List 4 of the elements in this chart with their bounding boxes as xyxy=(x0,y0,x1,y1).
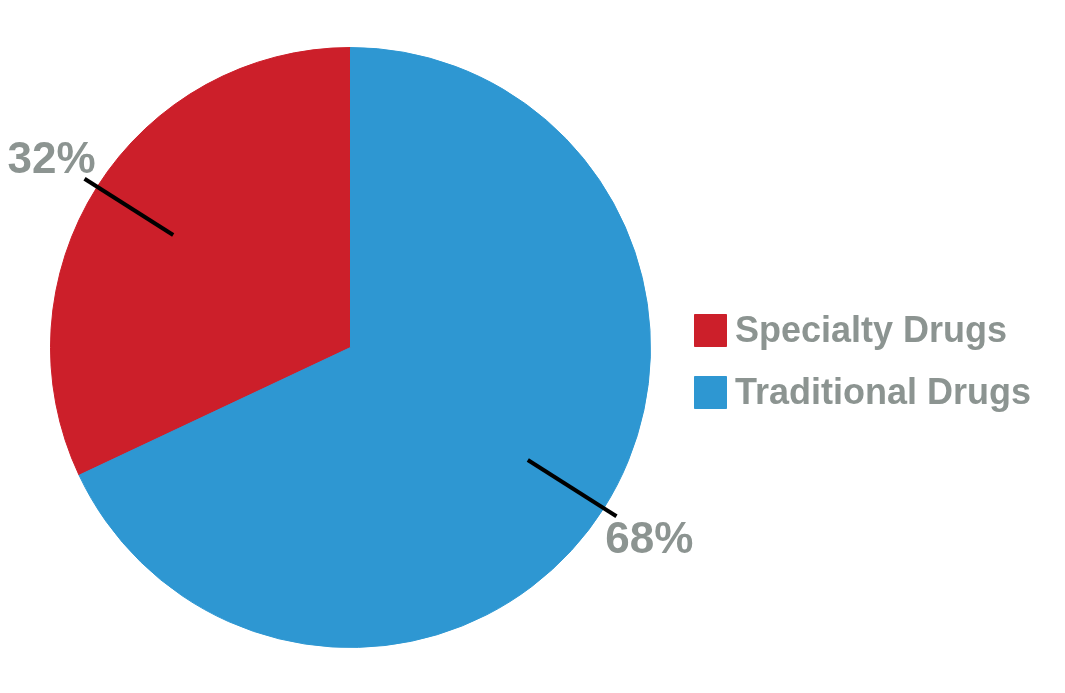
data-label: 68% xyxy=(605,512,694,562)
data-label: 32% xyxy=(7,133,96,183)
legend-label: Specialty Drugs xyxy=(735,309,1008,351)
legend-label: Traditional Drugs xyxy=(735,371,1032,413)
